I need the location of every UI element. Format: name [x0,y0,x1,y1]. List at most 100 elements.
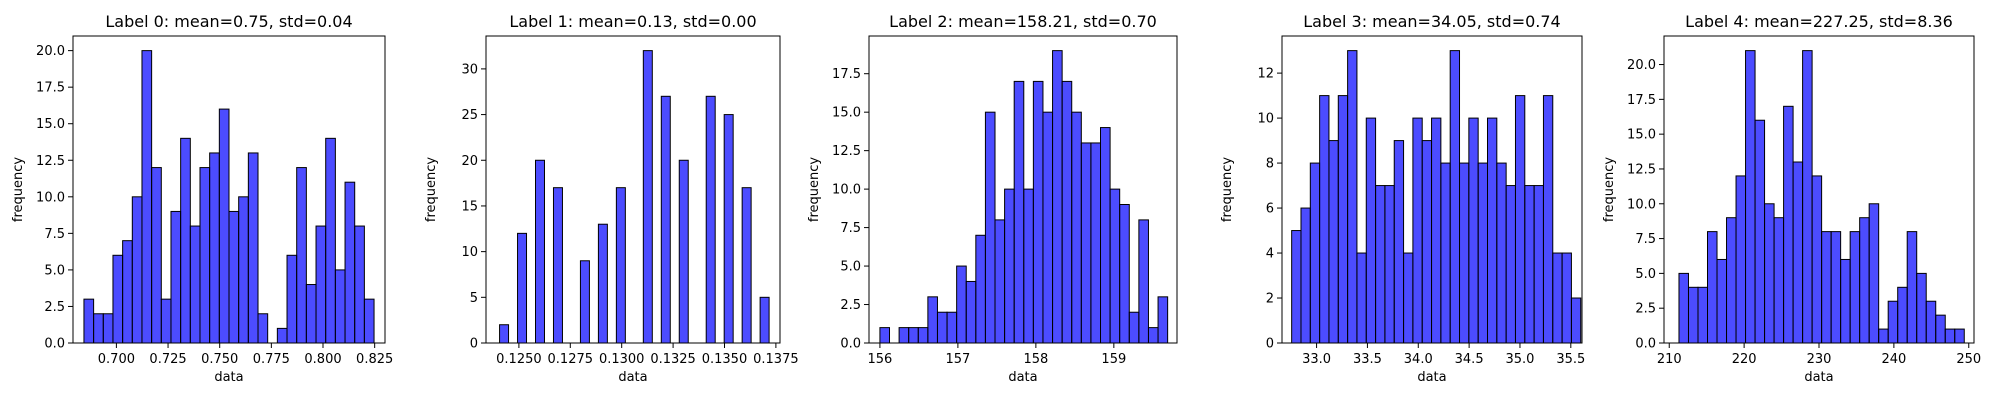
histogram-bar [975,234,986,344]
histogram-bar [1100,127,1111,344]
histogram-bar [597,223,608,344]
histogram-bar [315,225,327,344]
histogram-bar [1080,142,1092,344]
y-tick-label: 17.5 [832,67,861,82]
y-axis-label: frequency [424,157,439,223]
histogram-bar [1514,95,1526,344]
histogram-bar [1071,111,1082,344]
y-tick-label: 20 [461,154,478,169]
histogram-bar [1328,140,1339,344]
y-tick-label: 8 [1266,157,1274,172]
x-tick-label: 240 [1881,352,1906,367]
histogram-bar [1486,117,1498,344]
histogram-bar [642,50,653,344]
y-tick-label: 0.0 [840,337,861,352]
histogram-bar [1052,50,1063,344]
y-axis-label: frequency [1220,157,1235,223]
chart-title: Label 4: mean=227.25, std=8.36 [1685,12,1953,31]
histogram-bar [1773,217,1785,344]
x-tick-label: 0.1325 [650,352,696,367]
x-tick-label: 0.1350 [702,352,748,367]
histogram-bar [1821,231,1832,344]
histogram-bar [1375,185,1386,344]
y-tick-label: 2 [1266,292,1274,307]
y-tick-label: 12.5 [36,154,65,169]
histogram-bar [1300,207,1311,344]
histogram-bar [1309,162,1321,344]
histogram-bar [1840,258,1851,344]
histogram-bar [1925,300,1937,344]
histogram-bar [965,280,977,344]
histogram-bar [170,210,182,344]
histogram-bar [112,254,124,344]
x-tick-label: 0.750 [201,352,238,367]
histogram-bar [1707,231,1718,344]
histogram-bar [180,137,191,344]
histogram-bar [1365,117,1377,344]
histogram-bar [160,298,172,344]
histogram-bar [228,210,240,344]
x-tick-label: 35.5 [1556,352,1585,367]
histogram-bar [946,311,958,344]
y-tick-label: 10.0 [1627,197,1656,212]
x-tick-label: 0.700 [98,352,135,367]
histogram-bar [1764,203,1775,344]
histogram-bar [1811,175,1823,344]
histogram-bar [363,298,375,344]
y-tick-label: 17.5 [1627,93,1656,108]
histogram-bar [1347,50,1358,344]
histogram-bar [705,95,716,344]
histogram-bar [286,254,298,344]
histogram-bar [1859,217,1870,344]
histogram-bar [1954,328,1965,344]
histogram-bar [678,159,689,344]
chart-title: Label 2: mean=158.21, std=0.70 [889,12,1157,31]
chart-title: Label 0: mean=0.75, std=0.04 [105,12,352,31]
y-tick-label: 30 [461,62,478,77]
histogram-bar [1431,117,1442,344]
x-tick-label: 34.5 [1455,352,1484,367]
histogram-bar [325,137,336,344]
y-tick-label: 12.5 [832,144,861,159]
histogram-bar [247,152,259,344]
histogram-bar [1393,140,1405,344]
histogram-bar [1138,219,1149,344]
y-tick-label: 12.5 [1627,162,1656,177]
chart-title: Label 1: mean=0.13, std=0.00 [509,12,756,31]
histogram-bar [615,187,626,344]
chart-title: Label 3: mean=34.05, std=0.74 [1303,12,1560,31]
histogram-bar [141,50,153,344]
x-tick-label: 156 [868,352,893,367]
histogram-bar [131,196,143,344]
histogram-bar [1403,252,1414,344]
axes-frame [485,35,781,344]
histogram-bar [936,311,948,344]
histogram-bar [1792,161,1804,344]
y-tick-label: 10.0 [832,183,861,198]
histogram-bar [908,327,919,344]
histogram-bar [1090,142,1102,344]
histogram-bar [1542,95,1554,344]
y-tick-label: 17.5 [36,81,65,96]
x-tick-label: 157 [945,352,970,367]
histogram-bar [1356,252,1367,344]
y-tick-label: 6 [1266,202,1274,217]
histogram-bar [1147,327,1159,344]
x-tick-label: 0.1375 [753,352,799,367]
histogram-bar [1440,162,1451,344]
histogram-bar [741,187,752,344]
histogram-bar [1830,231,1842,344]
y-tick-label: 20.0 [1627,58,1656,73]
histogram-bar [218,108,230,344]
histogram-bar [209,152,220,344]
histogram-bar [927,296,938,344]
histogram-bar [1449,50,1461,344]
histogram-bar [1337,95,1349,344]
histogram-bar [1505,185,1516,344]
histogram-bar [93,313,104,344]
histogram-bar [1935,314,1946,344]
histogram-bar [1687,286,1699,344]
x-tick-label: 34.0 [1404,352,1433,367]
histogram-bar [1570,297,1582,344]
